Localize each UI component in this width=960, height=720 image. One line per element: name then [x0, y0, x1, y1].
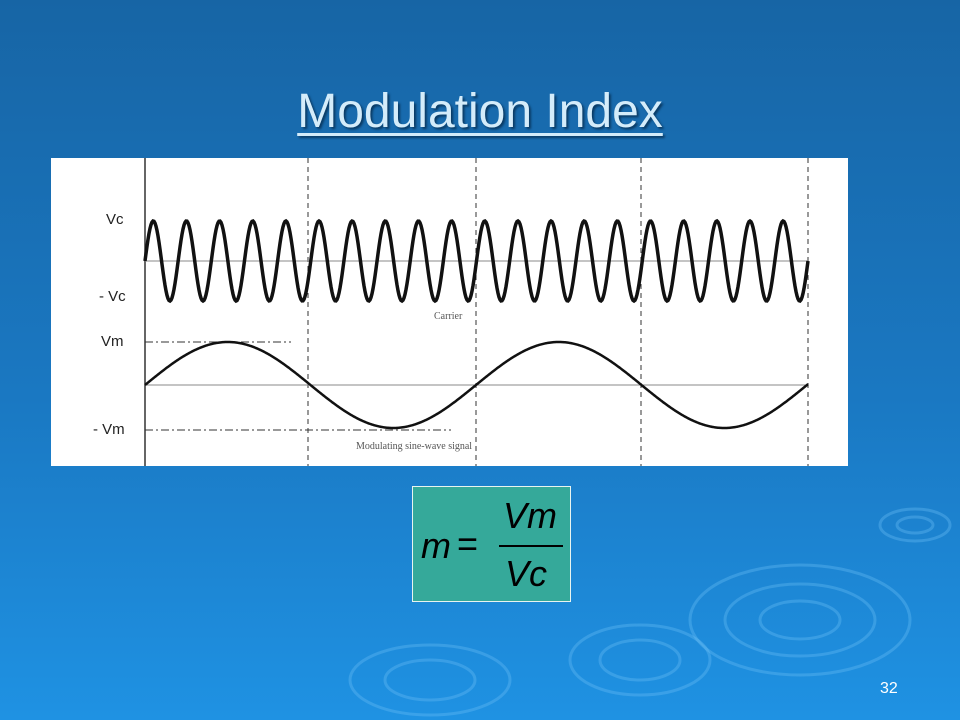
neg-vm-label: - Vm — [93, 421, 125, 438]
formula-numerator: Vm — [503, 495, 557, 536]
waveform-figure: Vc - Vc Vm - Vm Carrier Modulating sine-… — [51, 158, 848, 466]
formula-denominator: Vc — [505, 553, 548, 594]
formula-lhs: m — [421, 525, 451, 566]
formula-equals: = — [457, 523, 479, 564]
page-number: 32 — [880, 680, 898, 697]
title: Modulation Index — [297, 85, 663, 138]
formula-box: m = Vm Vc — [412, 486, 571, 602]
fraction-bar — [499, 545, 563, 547]
modulating-caption: Modulating sine-wave signal — [356, 441, 472, 452]
carrier-wave — [143, 218, 810, 304]
modulating-wave — [144, 340, 809, 430]
carrier-caption: Carrier — [434, 311, 463, 322]
neg-vc-label: - Vc — [99, 288, 126, 305]
vc-label: Vc — [106, 211, 124, 228]
vm-label: Vm — [101, 333, 124, 350]
